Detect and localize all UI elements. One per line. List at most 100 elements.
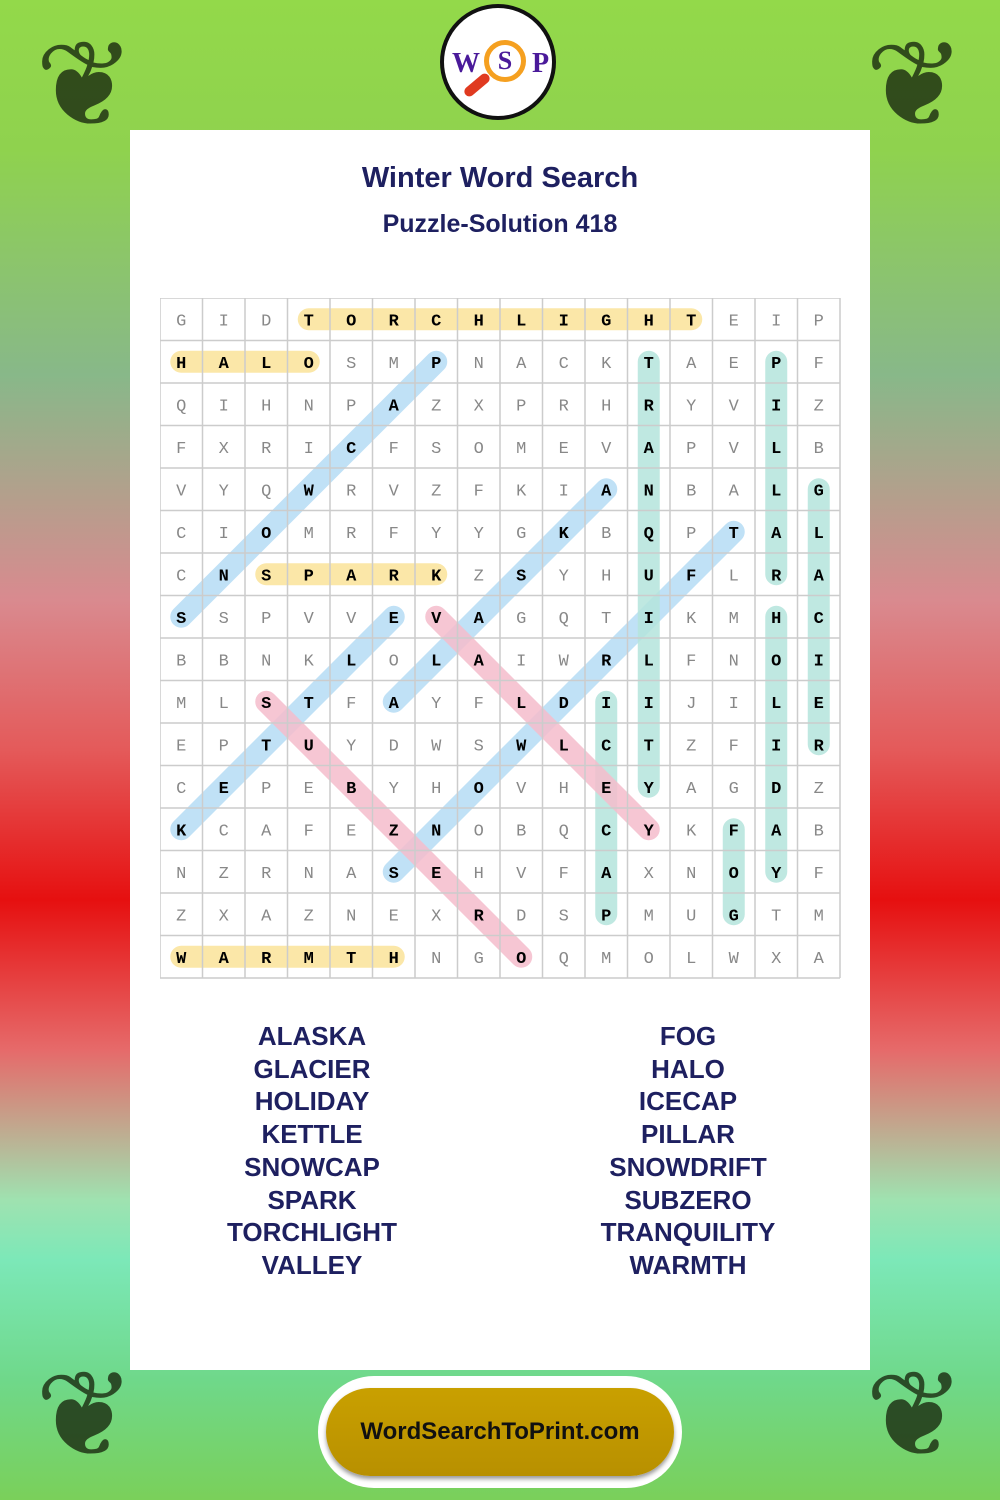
- grid-cell[interactable]: L: [346, 652, 356, 671]
- grid-cell[interactable]: Q: [559, 950, 569, 969]
- grid-cell[interactable]: T: [686, 312, 696, 331]
- grid-cell[interactable]: N: [431, 822, 441, 841]
- grid-cell[interactable]: D: [771, 780, 781, 799]
- grid-cell[interactable]: F: [474, 695, 484, 714]
- grid-cell[interactable]: G: [474, 950, 484, 969]
- grid-cell[interactable]: E: [389, 610, 399, 629]
- grid-cell[interactable]: B: [219, 652, 229, 671]
- grid-cell[interactable]: R: [261, 950, 272, 969]
- grid-cell[interactable]: Z: [431, 482, 441, 501]
- grid-cell[interactable]: V: [729, 397, 740, 416]
- grid-cell[interactable]: K: [516, 482, 527, 501]
- grid-cell[interactable]: C: [814, 610, 824, 629]
- grid-cell[interactable]: O: [389, 652, 399, 671]
- grid-cell[interactable]: B: [814, 822, 824, 841]
- grid-cell[interactable]: E: [729, 312, 739, 331]
- grid-cell[interactable]: P: [814, 312, 824, 331]
- grid-cell[interactable]: N: [346, 907, 356, 926]
- grid-cell[interactable]: F: [474, 482, 484, 501]
- grid-cell[interactable]: S: [474, 737, 484, 756]
- grid-cell[interactable]: C: [176, 780, 186, 799]
- grid-cell[interactable]: T: [304, 312, 314, 331]
- grid-cell[interactable]: P: [304, 567, 314, 586]
- grid-cell[interactable]: V: [601, 440, 612, 459]
- grid-cell[interactable]: A: [474, 652, 485, 671]
- grid-cell[interactable]: K: [686, 822, 697, 841]
- grid-cell[interactable]: A: [346, 865, 357, 884]
- grid-cell[interactable]: L: [644, 652, 654, 671]
- grid-cell[interactable]: V: [389, 482, 400, 501]
- grid-cell[interactable]: H: [559, 780, 569, 799]
- grid-cell[interactable]: R: [814, 737, 825, 756]
- grid-cell[interactable]: B: [346, 780, 356, 799]
- grid-cell[interactable]: K: [176, 822, 187, 841]
- grid-cell[interactable]: O: [771, 652, 781, 671]
- grid-cell[interactable]: B: [686, 482, 696, 501]
- grid-cell[interactable]: N: [304, 397, 314, 416]
- grid-cell[interactable]: T: [644, 737, 654, 756]
- grid-cell[interactable]: Z: [431, 397, 441, 416]
- grid-cell[interactable]: P: [771, 355, 781, 374]
- grid-cell[interactable]: I: [559, 312, 569, 331]
- grid-cell[interactable]: G: [516, 610, 526, 629]
- grid-cell[interactable]: V: [516, 780, 527, 799]
- grid-cell[interactable]: M: [304, 525, 314, 544]
- grid-cell[interactable]: K: [431, 567, 442, 586]
- grid-cell[interactable]: S: [516, 567, 526, 586]
- grid-cell[interactable]: Y: [686, 397, 696, 416]
- grid-cell[interactable]: A: [686, 780, 697, 799]
- grid-cell[interactable]: K: [559, 525, 570, 544]
- grid-cell[interactable]: I: [304, 440, 314, 459]
- wsp-logo[interactable]: W S P: [440, 4, 556, 120]
- grid-cell[interactable]: U: [686, 907, 696, 926]
- grid-cell[interactable]: W: [176, 950, 187, 969]
- grid-cell[interactable]: P: [686, 440, 696, 459]
- grid-cell[interactable]: N: [261, 652, 271, 671]
- grid-cell[interactable]: A: [219, 355, 230, 374]
- grid-cell[interactable]: Z: [389, 822, 399, 841]
- grid-cell[interactable]: F: [814, 355, 824, 374]
- grid-cell[interactable]: O: [644, 950, 654, 969]
- grid-cell[interactable]: I: [219, 312, 229, 331]
- grid-cell[interactable]: S: [261, 695, 271, 714]
- grid-cell[interactable]: F: [729, 737, 739, 756]
- grid-cell[interactable]: O: [346, 312, 356, 331]
- grid-cell[interactable]: F: [686, 652, 696, 671]
- grid-cell[interactable]: H: [474, 312, 484, 331]
- grid-cell[interactable]: Y: [389, 780, 399, 799]
- grid-cell[interactable]: A: [516, 355, 527, 374]
- grid-cell[interactable]: R: [346, 525, 356, 544]
- grid-cell[interactable]: D: [261, 312, 271, 331]
- grid-cell[interactable]: Y: [644, 780, 655, 799]
- grid-cell[interactable]: I: [219, 397, 229, 416]
- grid-cell[interactable]: Q: [644, 525, 654, 544]
- grid-cell[interactable]: H: [474, 865, 484, 884]
- grid-cell[interactable]: Q: [261, 482, 271, 501]
- grid-cell[interactable]: C: [346, 440, 356, 459]
- grid-cell[interactable]: I: [771, 312, 781, 331]
- grid-cell[interactable]: H: [601, 397, 611, 416]
- grid-cell[interactable]: Q: [559, 610, 569, 629]
- grid-cell[interactable]: L: [814, 525, 824, 544]
- grid-cell[interactable]: T: [304, 695, 314, 714]
- grid-cell[interactable]: E: [389, 907, 399, 926]
- grid-cell[interactable]: O: [729, 865, 739, 884]
- grid-cell[interactable]: W: [516, 737, 527, 756]
- grid-cell[interactable]: P: [431, 355, 441, 374]
- grid-cell[interactable]: K: [601, 355, 612, 374]
- grid-cell[interactable]: M: [516, 440, 526, 459]
- grid-cell[interactable]: G: [729, 907, 739, 926]
- grid-cell[interactable]: E: [219, 780, 229, 799]
- grid-cell[interactable]: A: [601, 865, 612, 884]
- grid-cell[interactable]: A: [771, 822, 782, 841]
- grid-cell[interactable]: I: [644, 695, 654, 714]
- grid-cell[interactable]: W: [729, 950, 740, 969]
- grid-cell[interactable]: Z: [474, 567, 484, 586]
- grid-cell[interactable]: F: [814, 865, 824, 884]
- grid-cell[interactable]: D: [516, 907, 526, 926]
- grid-cell[interactable]: B: [601, 525, 611, 544]
- grid-cell[interactable]: A: [814, 950, 825, 969]
- grid-cell[interactable]: N: [431, 950, 441, 969]
- grid-cell[interactable]: X: [771, 950, 781, 969]
- grid-cell[interactable]: T: [601, 610, 611, 629]
